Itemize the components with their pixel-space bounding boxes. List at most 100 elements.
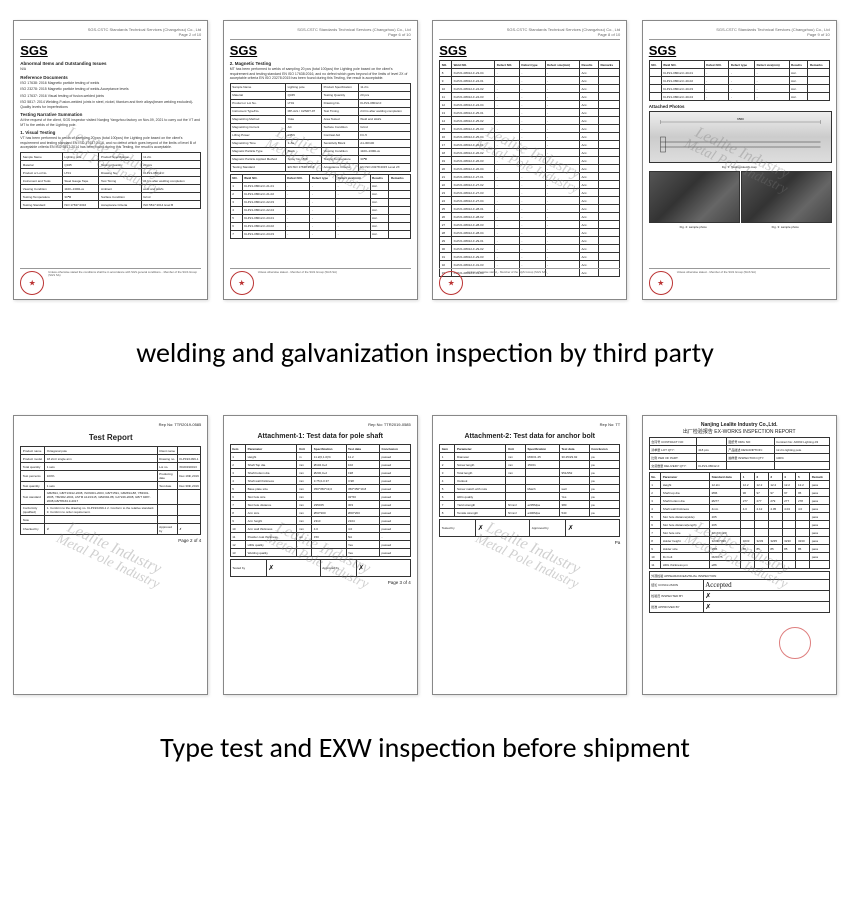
table-cell (796, 521, 810, 529)
table-cell: - (336, 198, 370, 206)
table-cell (177, 516, 201, 524)
table-cell: 1100~1300Lux (62, 185, 99, 193)
caption-1: welding and galvanization inspection by … (10, 335, 840, 370)
approved-by-label: 批准 APPROVED BY (649, 602, 703, 613)
table-cell: KLP19/1099-1 (177, 455, 201, 463)
table-cell: - (285, 198, 310, 206)
table-cell: Magnetizing Current (230, 123, 285, 131)
table-cell: 19 (440, 157, 452, 165)
table-cell: - (495, 189, 520, 197)
table-cell: ✗ (177, 524, 201, 535)
table-cell: Test Timing (99, 177, 141, 185)
table-cell (598, 141, 619, 149)
table-cell: 12.2 (796, 481, 810, 489)
report-table: Product nameOctagonal poleClient namePro… (20, 446, 201, 535)
table-cell: - (380, 533, 411, 541)
table-cell: Acc. (580, 109, 599, 117)
table-cell: pass (810, 513, 830, 521)
table-cell: 3 (440, 469, 455, 477)
table-cell: 2 (440, 461, 455, 469)
table-cell: Material (21, 161, 63, 169)
table-cell: FC-5 (358, 131, 410, 139)
table-cell (598, 253, 619, 261)
data-table: ItemParameterUnitSpecificationTest dataC… (230, 444, 411, 557)
table-cell (177, 505, 201, 516)
narrative: MT has been performed to welds of sampli… (230, 67, 411, 81)
table-cell: Acc. (789, 93, 808, 101)
table-cell: 11 (230, 533, 245, 541)
table-cell: HDG quality (455, 493, 506, 501)
table-cell: - (545, 149, 579, 157)
table-cell: 8 (649, 537, 660, 545)
weld-table: NO.Weld NO.Defect NO.Defect typeDefect s… (439, 60, 620, 277)
table-cell (755, 553, 769, 561)
table-cell: Screw match with nuts (455, 485, 506, 493)
table-cell: 277 (782, 497, 796, 505)
table-cell: - (495, 173, 520, 181)
table-cell: - (285, 190, 310, 198)
table-cell: 13 (440, 109, 452, 117)
table-cell (598, 93, 619, 101)
table-header: NO. (230, 174, 242, 182)
table-cell: 6 (440, 493, 455, 501)
table-cell: Checked by (21, 524, 45, 535)
table-cell: - (545, 157, 579, 165)
table-cell: - (519, 221, 545, 229)
table-cell: 清单量 LOT QTY: (649, 446, 696, 454)
table-header: Item (440, 445, 455, 453)
doc-footer: Unless otherwise stated... Member of the… (649, 268, 830, 295)
table-cell: Holder size (661, 545, 710, 553)
sample-photo (649, 171, 740, 223)
table-cell: 3~5s (286, 139, 322, 147)
table-cell: 4.04 (782, 505, 796, 513)
table-cell: passed (380, 517, 411, 525)
table-cell: 11 (649, 561, 660, 569)
table-cell: KLP21-08012-F-23-03 (242, 230, 285, 238)
table-cell: KLP21-08012-F-28-03 (452, 221, 495, 229)
table-cell: M30±1.25 (525, 453, 559, 461)
table-cell: 11.2m (358, 83, 410, 91)
table-cell (389, 190, 410, 198)
table-header: Defect NO. (704, 61, 729, 69)
table-cell: KLP21-08012-F-26-03 (452, 157, 495, 165)
table-cell: Fix bolt (661, 553, 710, 561)
table-header: Unit (506, 445, 525, 453)
table-cell: KLP21-08012-F-23-04 (452, 69, 495, 77)
table-cell: 合同号 CONTRACT NO: (649, 438, 696, 446)
table-cell: - (310, 198, 336, 206)
sgs-logo: SGS (439, 43, 620, 58)
sgs-logo: SGS (649, 43, 830, 58)
table-cell (177, 447, 201, 455)
table-cell: - (519, 189, 545, 197)
sgs-report-page6: SGS-CSTC Standards Technical Services (C… (223, 20, 418, 300)
table-cell: 3233 (755, 537, 769, 545)
table-cell (741, 529, 755, 537)
table-cell (782, 561, 796, 569)
table-cell: 3233 (741, 537, 755, 545)
table-cell: ✗ (45, 524, 157, 535)
table-header: Parameter (661, 473, 710, 481)
tested-by-label: Tested by (442, 526, 455, 530)
table-cell: HDG thickness μm (661, 561, 710, 569)
table-header: Conclusion (380, 445, 411, 453)
table-cell: Sensitivity Block (322, 139, 359, 147)
table-cell (649, 69, 661, 77)
tested-by-label: Tested by (232, 566, 245, 570)
table-cell: - (704, 85, 729, 93)
table-cell: 比例 PER OF PART: (649, 454, 696, 462)
table-cell: - (285, 206, 310, 214)
table-cell: Shaft wall thickness (661, 505, 710, 513)
table-cell: 20 (440, 165, 452, 173)
table-cell (598, 149, 619, 157)
table-cell: 4.0 (346, 525, 379, 533)
table-cell (598, 85, 619, 93)
table-cell: - (519, 229, 545, 237)
table-cell: Shaft bottom dia (661, 497, 710, 505)
table-cell: Testing Standard (21, 201, 63, 209)
table-cell: KLP21-08012-F-21-01 (242, 182, 285, 190)
table-cell: 5 (230, 485, 245, 493)
conclusion-label: 结论 CONCLUSION (649, 580, 703, 591)
table-cell (649, 85, 661, 93)
table-cell: - (519, 133, 545, 141)
caption-2: Type test and EXW inspection before ship… (10, 730, 840, 765)
